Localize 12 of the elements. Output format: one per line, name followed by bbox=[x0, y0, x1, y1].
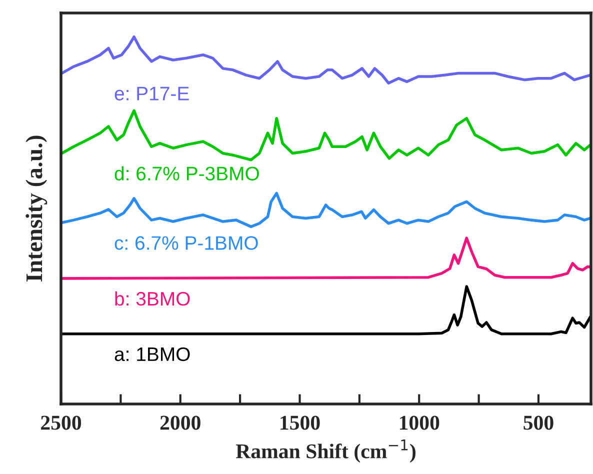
x-tick-label: 2000 bbox=[160, 416, 200, 430]
x-tick-label: 2500 bbox=[41, 416, 82, 430]
x-tick-label: 1000 bbox=[400, 416, 440, 430]
x-tick-label: 500 bbox=[524, 416, 554, 430]
series-label: a: 1BMO bbox=[114, 347, 190, 362]
y-axis-title: Intensity (a.u.) bbox=[26, 136, 48, 282]
series-label: b: 3BMO bbox=[115, 291, 190, 306]
series-label: c: 6.7% P-1BMO bbox=[114, 236, 258, 250]
x-axis-title: Raman Shift (cm$^{−1}$) bbox=[236, 440, 416, 463]
series-label: e: P17-E bbox=[114, 86, 189, 100]
x-tick-label: 1500 bbox=[280, 416, 320, 430]
series-label: d: 6.7% P-3BMO bbox=[114, 166, 259, 180]
